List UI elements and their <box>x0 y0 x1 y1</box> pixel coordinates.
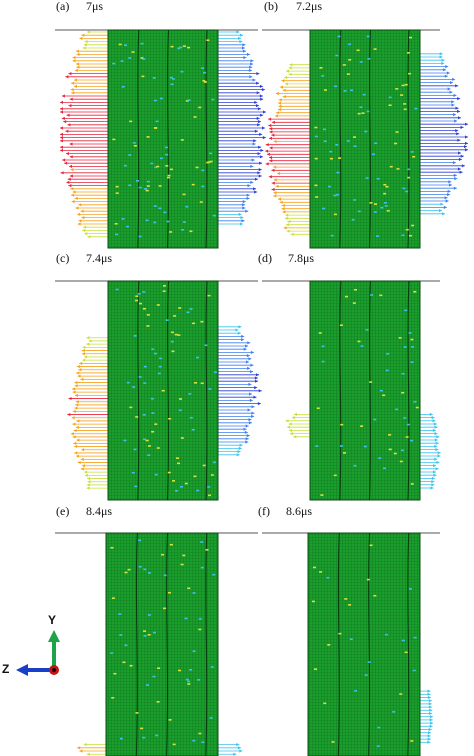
left-velocity-vectors <box>60 30 108 239</box>
right-velocity-vectors <box>218 743 243 756</box>
z-axis-label: Z <box>2 662 10 676</box>
panel-label-f: (f) <box>258 504 270 518</box>
time-label-e: 8.4μs <box>86 504 113 518</box>
panel-e <box>55 532 258 756</box>
mesh-block <box>309 29 421 249</box>
left-velocity-vectors <box>265 63 310 236</box>
mesh-block <box>107 280 219 501</box>
y-axis-label: Y <box>48 613 57 627</box>
left-velocity-vectors <box>285 412 310 439</box>
left-velocity-vectors <box>67 336 108 490</box>
panel-label-b: (b) <box>264 0 278 13</box>
time-label-d: 7.8μs <box>288 251 315 265</box>
mesh-block <box>105 532 219 756</box>
panel-label-c: (c) <box>56 251 70 265</box>
particle-speckles <box>110 539 216 746</box>
mesh-block <box>107 29 219 249</box>
right-velocity-vectors <box>420 689 434 744</box>
time-label-b: 7.2μs <box>296 0 323 13</box>
crack-lines <box>137 29 208 249</box>
crack-lines <box>137 280 208 501</box>
right-velocity-vectors <box>218 30 266 226</box>
particle-speckles <box>115 285 217 497</box>
mesh-block <box>307 532 421 756</box>
time-label-c: 7.4μs <box>86 251 113 265</box>
panel-f <box>262 532 440 756</box>
particle-speckles <box>312 544 417 747</box>
crack-lines <box>135 532 208 756</box>
left-velocity-vectors <box>77 743 106 756</box>
panel-label-e: (e) <box>56 504 70 518</box>
panel-a <box>55 29 266 249</box>
y-axis-arrowhead <box>48 630 60 642</box>
right-velocity-vectors <box>218 325 262 457</box>
coordinate-triad <box>16 630 60 676</box>
panel-b <box>262 29 468 249</box>
particle-speckles <box>112 39 216 238</box>
panel-c <box>55 280 262 501</box>
panel-label-d: (d) <box>258 251 272 265</box>
particle-speckles <box>314 35 418 237</box>
z-axis-arrowhead <box>16 664 28 676</box>
time-label-f: 8.6μs <box>286 504 313 518</box>
particle-speckles <box>315 288 419 496</box>
mesh-block <box>309 280 421 501</box>
time-label-a: 7μs <box>86 0 104 13</box>
right-velocity-vectors <box>420 52 468 216</box>
right-velocity-vectors <box>420 412 441 490</box>
crack-lines <box>339 29 410 249</box>
panel-label-a: (a) <box>56 0 70 13</box>
panel-d <box>262 280 441 501</box>
crack-lines <box>337 532 410 756</box>
